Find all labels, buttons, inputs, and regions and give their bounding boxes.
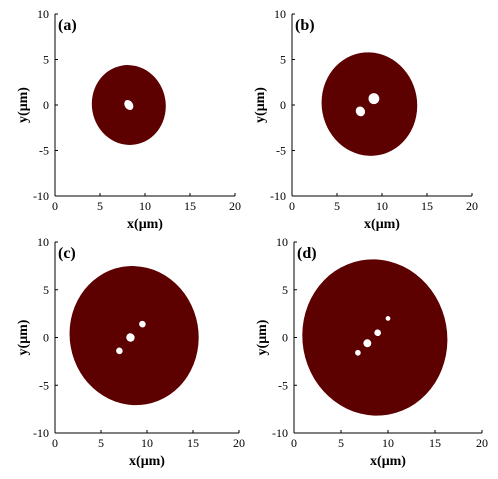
y-tick-label: 5 — [282, 283, 288, 297]
panel-d: 0 5 10 15 20 10 5 0 -5 -10 x(μm) y(μm) (d) — [255, 235, 488, 469]
panel-label: (d) — [297, 245, 317, 262]
x-axis-label: x(μm) — [364, 217, 400, 232]
x-tick-label: 20 — [476, 436, 488, 450]
x-tick-label: 15 — [429, 436, 441, 450]
x-axis-label: x(μm) — [129, 454, 165, 469]
panel-a: 0 5 10 15 20 10 5 0 -5 -10 x(μm) y(μm) (a) — [16, 7, 241, 232]
y-tick-label: -10 — [270, 189, 286, 203]
y-axis-label: y(μm) — [16, 319, 31, 355]
hole-point-3 — [363, 339, 372, 348]
hole-point-1 — [124, 99, 134, 111]
y-tick-label: -5 — [278, 378, 288, 392]
x-tick-label: 5 — [97, 199, 103, 213]
y-tick-label: -10 — [33, 426, 49, 440]
y-axis-label: y(μm) — [255, 319, 270, 355]
x-tick-label: 20 — [229, 199, 241, 213]
y-tick-label: 5 — [43, 53, 49, 67]
y-tick-label: 0 — [280, 98, 286, 112]
panel-label: (c) — [58, 245, 76, 262]
y-tick-label: 10 — [274, 7, 286, 21]
disc-region — [69, 266, 199, 406]
x-tick-label: 20 — [233, 436, 245, 450]
hole-point-4 — [355, 349, 361, 356]
hole-point-2 — [126, 333, 135, 342]
x-axis-label: x(μm) — [370, 454, 406, 469]
x-tick-label: 0 — [291, 436, 297, 450]
x-tick-label: 10 — [382, 436, 394, 450]
disc-region — [302, 259, 448, 416]
x-tick-label: 15 — [184, 199, 196, 213]
y-tick-label: 10 — [276, 235, 288, 249]
x-tick-label: 15 — [187, 436, 199, 450]
panel-label: (b) — [295, 17, 315, 34]
x-tick-label: 5 — [98, 436, 104, 450]
x-tick-label: 0 — [52, 199, 58, 213]
y-tick-label: 0 — [282, 331, 288, 345]
y-axis-label: y(μm) — [253, 87, 268, 123]
hole-point-2 — [374, 329, 381, 337]
x-tick-label: 10 — [141, 436, 153, 450]
y-tick-label: 10 — [37, 7, 49, 21]
x-tick-label: 10 — [376, 199, 388, 213]
panel-label: (a) — [58, 17, 77, 34]
hole-point-1 — [385, 316, 391, 321]
hole-point-1 — [368, 93, 380, 105]
disc-region — [321, 52, 418, 156]
x-tick-label: 5 — [334, 199, 340, 213]
hole-point-1 — [139, 320, 146, 328]
y-tick-label: -5 — [39, 144, 49, 158]
hole-point-3 — [116, 347, 123, 355]
y-tick-label: -5 — [39, 378, 49, 392]
y-axis-label: y(μm) — [16, 87, 31, 123]
x-tick-label: 20 — [466, 199, 478, 213]
hole-point-2 — [355, 106, 366, 117]
y-tick-label: 5 — [43, 283, 49, 297]
y-tick-label: -5 — [276, 144, 286, 158]
y-tick-label: 5 — [280, 53, 286, 67]
x-tick-label: 5 — [338, 436, 344, 450]
panel-b: 0 5 10 15 20 10 5 0 -5 -10 x(μm) y(μm) (b) — [253, 7, 478, 232]
y-tick-label: -10 — [272, 426, 288, 440]
y-tick-label: 0 — [43, 331, 49, 345]
x-tick-label: 10 — [139, 199, 151, 213]
y-tick-label: -10 — [33, 189, 49, 203]
panel-c: 0 5 10 15 20 10 5 0 -5 -10 x(μm) y(μm) (c) — [16, 235, 245, 469]
x-tick-label: 0 — [289, 199, 295, 213]
x-tick-label: 0 — [52, 436, 58, 450]
x-axis-label: x(μm) — [127, 217, 163, 232]
y-tick-label: 0 — [43, 98, 49, 112]
y-tick-label: 10 — [37, 235, 49, 249]
x-tick-label: 15 — [421, 199, 433, 213]
